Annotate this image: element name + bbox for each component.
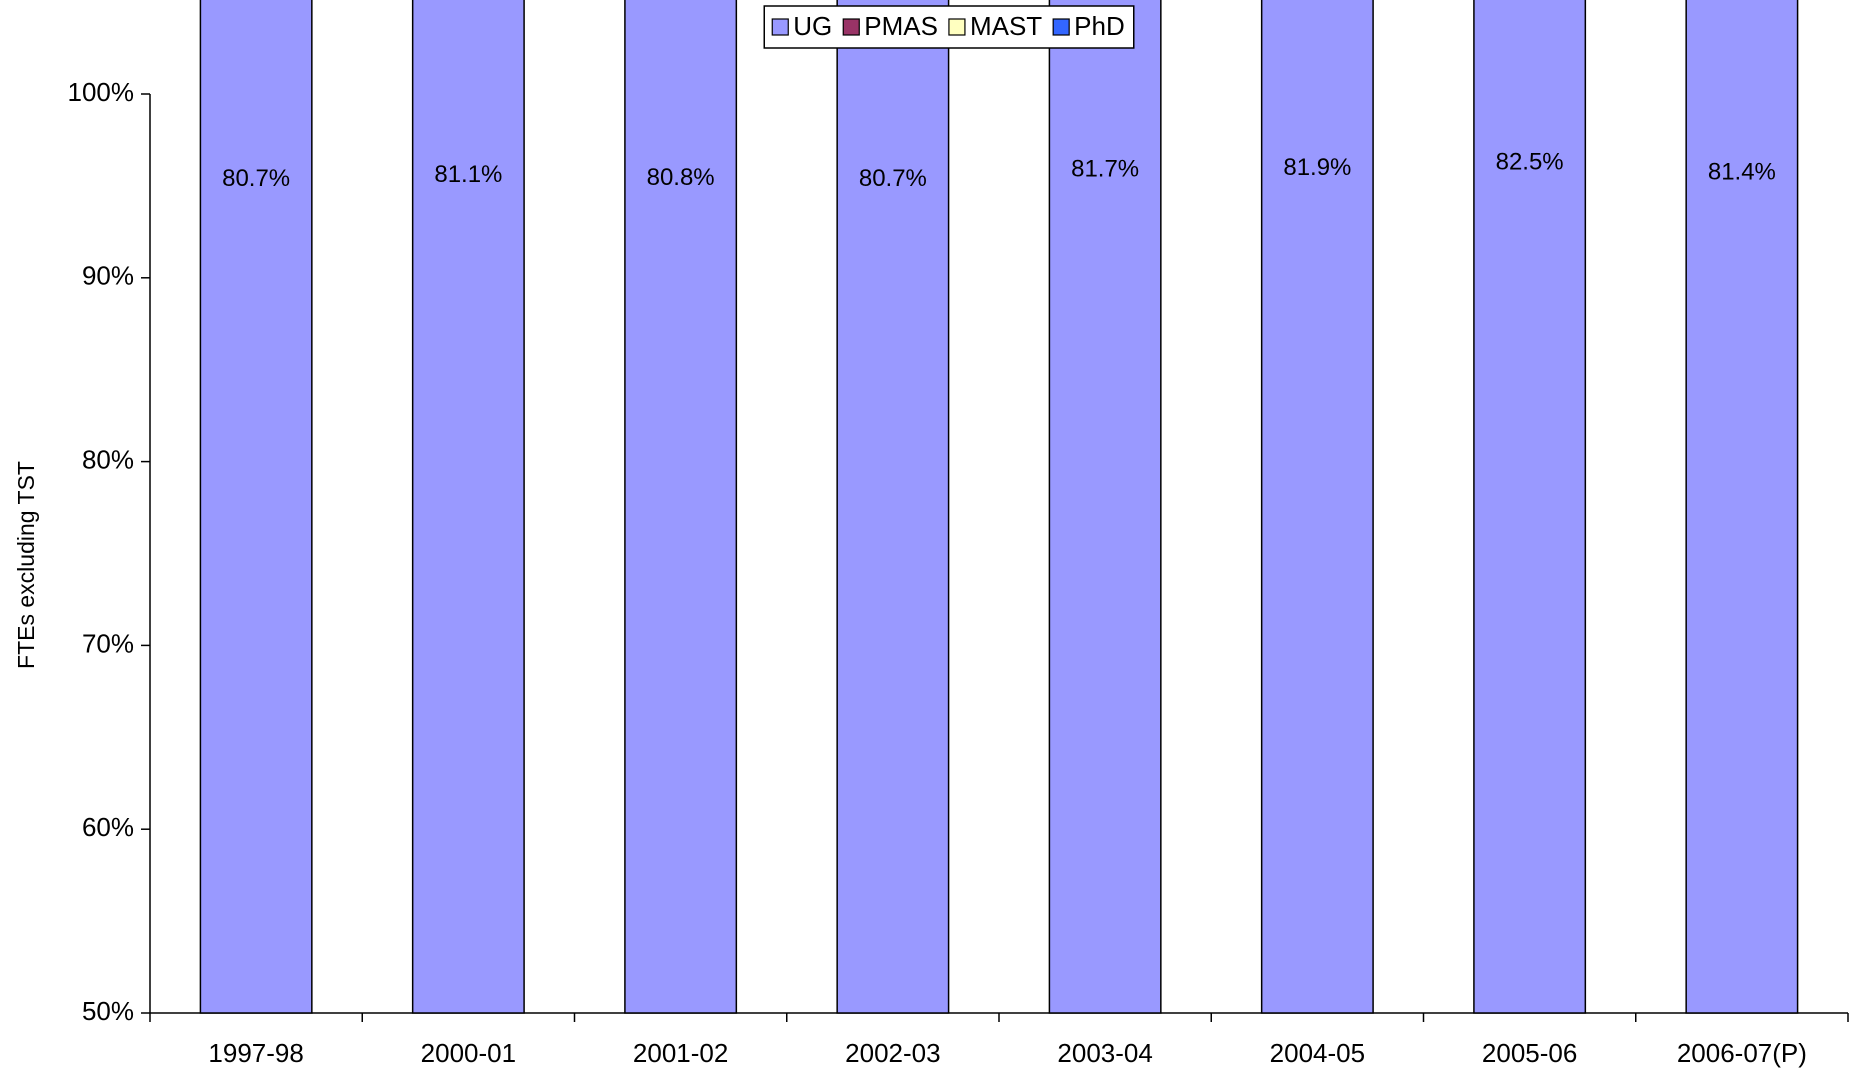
x-tick-label: 2000-01 — [421, 1038, 516, 1068]
bar-segment — [836, 0, 950, 1014]
bar-segment — [199, 0, 313, 1014]
x-tick-label: 2002-03 — [845, 1038, 940, 1068]
y-tick-label: 60% — [82, 812, 134, 842]
data-label: 80.7% — [222, 165, 290, 192]
y-tick-label: 80% — [82, 444, 134, 474]
data-label: 81.9% — [1283, 154, 1351, 181]
data-label: 81.7% — [1071, 156, 1139, 183]
bar-segment — [624, 0, 738, 1014]
data-label: 81.4% — [1708, 158, 1776, 185]
y-tick-label: 90% — [82, 261, 134, 291]
data-label: 82.5% — [1496, 148, 1564, 175]
legend-label: MAST — [970, 11, 1042, 41]
bar-segment — [1473, 0, 1587, 1014]
y-axis-title: FTEs excluding TST — [13, 461, 39, 669]
x-tick-label: 2001-02 — [633, 1038, 728, 1068]
legend-box — [763, 5, 1135, 49]
x-tick-label: 2004-05 — [1270, 1038, 1365, 1068]
legend-label: PMAS — [864, 11, 938, 41]
bar-segment — [1048, 0, 1162, 1014]
bar-segment — [1685, 0, 1799, 1014]
x-tick-label: 2003-04 — [1057, 1038, 1152, 1068]
x-tick-label: 1997-98 — [208, 1038, 303, 1068]
y-tick-label: 70% — [82, 628, 134, 658]
legend-label: UG — [793, 11, 832, 41]
data-label: 81.1% — [434, 161, 502, 188]
bar-segment — [1260, 0, 1374, 1014]
x-tick-label: 2006-07(P) — [1677, 1038, 1807, 1068]
legend-swatch — [1052, 18, 1070, 36]
y-tick-label: 50% — [82, 996, 134, 1026]
data-label: 80.8% — [647, 164, 715, 191]
y-tick-label: 100% — [68, 77, 135, 107]
legend-swatch — [771, 18, 789, 36]
legend-label: PhD — [1074, 11, 1125, 41]
bar-segment — [411, 0, 525, 1014]
legend-swatch — [948, 18, 966, 36]
legend-swatch — [842, 18, 860, 36]
x-tick-label: 2005-06 — [1482, 1038, 1577, 1068]
data-label: 80.7% — [859, 165, 927, 192]
